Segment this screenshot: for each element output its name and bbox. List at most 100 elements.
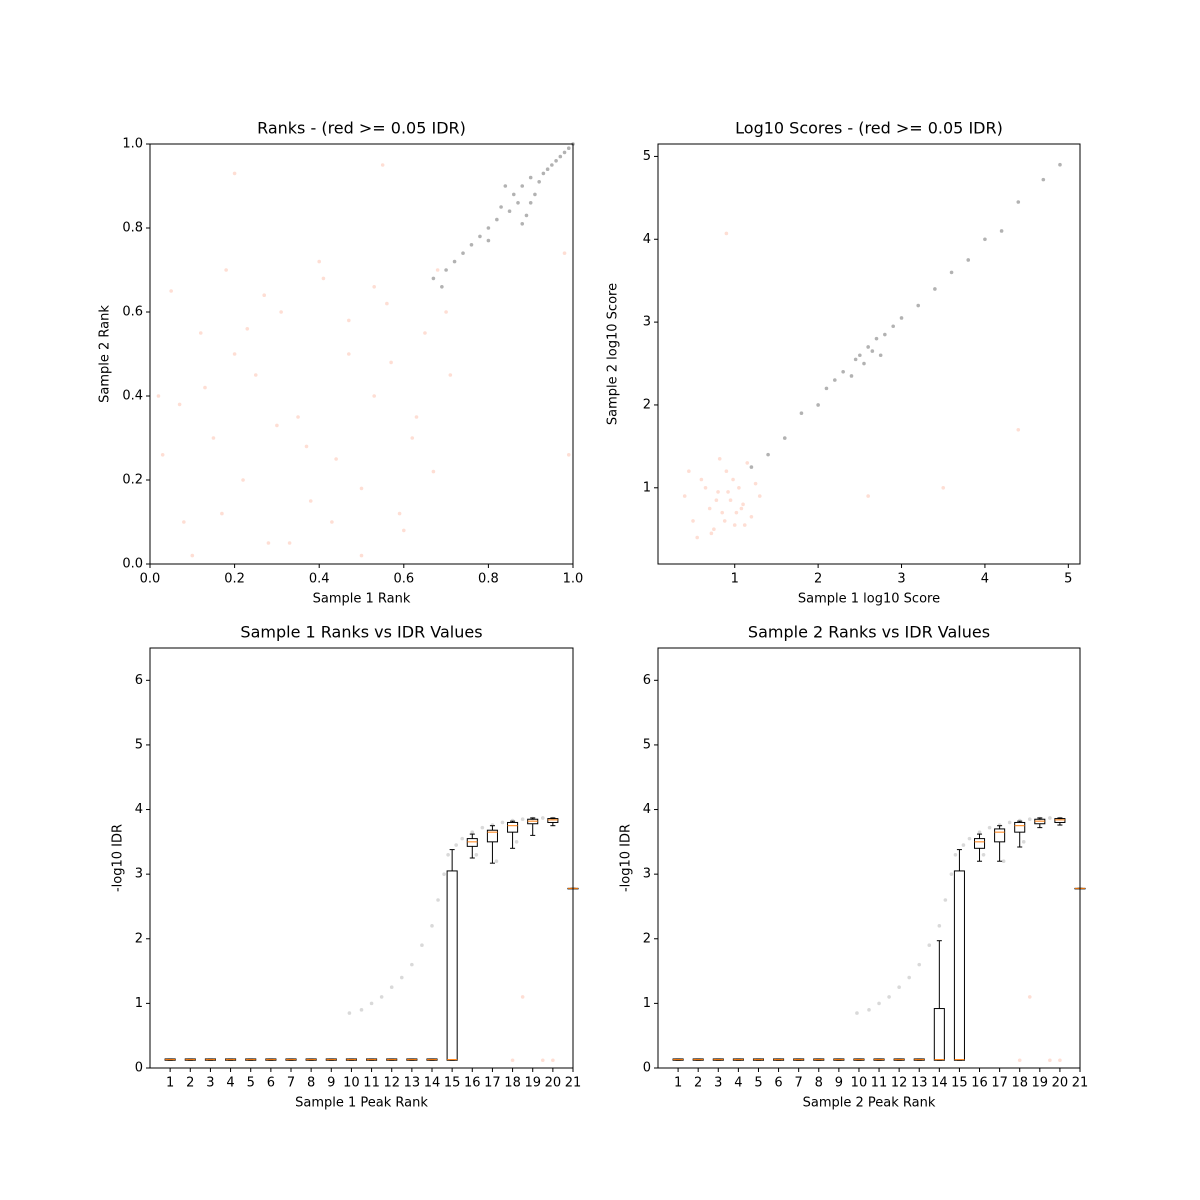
y-tick-label: 0.4 xyxy=(122,389,143,404)
point xyxy=(500,820,505,825)
point xyxy=(799,411,804,416)
x-tick-label: 4 xyxy=(226,1076,234,1091)
point xyxy=(524,213,529,218)
point xyxy=(470,830,475,834)
point xyxy=(866,345,870,349)
x-tick-label: 3 xyxy=(897,572,905,587)
point xyxy=(741,502,745,507)
point xyxy=(566,146,571,150)
y-tick-label: 0 xyxy=(643,1061,651,1076)
point xyxy=(953,852,958,857)
point xyxy=(397,511,402,516)
point xyxy=(757,494,762,498)
point xyxy=(1058,162,1062,167)
y-axis-label: Sample 2 Rank xyxy=(98,305,113,403)
point xyxy=(296,415,300,419)
y-tick-label: 0.8 xyxy=(122,221,143,236)
point xyxy=(709,531,714,536)
point xyxy=(182,520,186,524)
point xyxy=(887,995,891,999)
point xyxy=(444,268,448,272)
point xyxy=(359,486,364,491)
point xyxy=(937,924,942,928)
x-tick-label: 0.6 xyxy=(393,572,414,587)
box xyxy=(1054,818,1066,823)
point xyxy=(440,285,444,289)
box xyxy=(994,828,1006,843)
point xyxy=(691,519,695,523)
point xyxy=(682,494,687,498)
x-tick-label: 13 xyxy=(404,1076,421,1091)
point xyxy=(717,456,722,461)
x-tick-label: 15 xyxy=(444,1076,461,1091)
point xyxy=(334,457,338,461)
point xyxy=(949,270,954,275)
x-tick-label: 19 xyxy=(524,1076,541,1091)
x-tick-label: 5 xyxy=(754,1076,762,1091)
point xyxy=(347,1011,352,1015)
x-tick-label: 5 xyxy=(247,1076,255,1091)
point xyxy=(474,852,479,857)
box xyxy=(446,870,458,1061)
chart-title: Sample 2 Ranks vs IDR Values xyxy=(748,623,990,642)
point xyxy=(359,1008,364,1012)
x-tick-label: 4 xyxy=(734,1076,742,1091)
point xyxy=(734,510,739,515)
y-tick-label: 2 xyxy=(643,931,651,946)
point xyxy=(855,1011,859,1015)
x-tick-label: 12 xyxy=(891,1076,908,1091)
x-tick-label: 6 xyxy=(774,1076,782,1091)
point xyxy=(540,816,545,820)
x-tick-label: 19 xyxy=(1032,1076,1049,1091)
x-tick-label: 2 xyxy=(694,1076,702,1091)
plot-area xyxy=(150,144,573,564)
x-tick-label: 17 xyxy=(484,1076,501,1091)
point xyxy=(1027,995,1032,999)
point xyxy=(724,469,729,474)
point xyxy=(430,924,434,928)
point xyxy=(220,511,224,516)
point xyxy=(1016,200,1021,204)
point xyxy=(169,289,173,293)
point xyxy=(156,394,161,398)
point xyxy=(877,1001,881,1006)
point xyxy=(731,477,735,482)
point xyxy=(766,452,770,457)
point xyxy=(999,229,1004,233)
point xyxy=(435,268,440,272)
point xyxy=(347,318,351,323)
x-tick-label: 13 xyxy=(911,1076,928,1091)
point xyxy=(742,523,747,527)
point xyxy=(160,453,165,457)
plot-area xyxy=(658,648,1080,1068)
point xyxy=(461,251,465,255)
point xyxy=(414,415,419,419)
point xyxy=(533,192,537,197)
point xyxy=(486,226,491,230)
point xyxy=(726,490,730,494)
chart-title: Sample 1 Ranks vs IDR Values xyxy=(240,623,482,642)
point xyxy=(279,310,283,314)
y-tick-label: 4 xyxy=(643,232,651,247)
point xyxy=(379,995,384,999)
point xyxy=(566,453,571,457)
box xyxy=(1014,821,1026,833)
x-tick-label: 1 xyxy=(674,1076,682,1091)
x-tick-label: 16 xyxy=(464,1076,481,1091)
chart-title: Ranks - (red >= 0.05 IDR) xyxy=(257,119,466,138)
y-axis-label: Sample 2 log10 Score xyxy=(606,283,621,425)
point xyxy=(722,519,727,523)
point xyxy=(224,268,228,272)
point xyxy=(385,301,389,306)
x-tick-label: 18 xyxy=(504,1076,521,1091)
point xyxy=(917,962,922,967)
y-tick-label: 3 xyxy=(643,867,651,882)
point xyxy=(480,825,485,830)
point xyxy=(833,378,837,382)
point xyxy=(916,303,921,308)
axes-frame xyxy=(657,647,1081,1069)
point xyxy=(866,494,870,498)
point xyxy=(745,461,750,465)
plot-area xyxy=(658,144,1080,564)
x-tick-label: 2 xyxy=(186,1076,194,1091)
